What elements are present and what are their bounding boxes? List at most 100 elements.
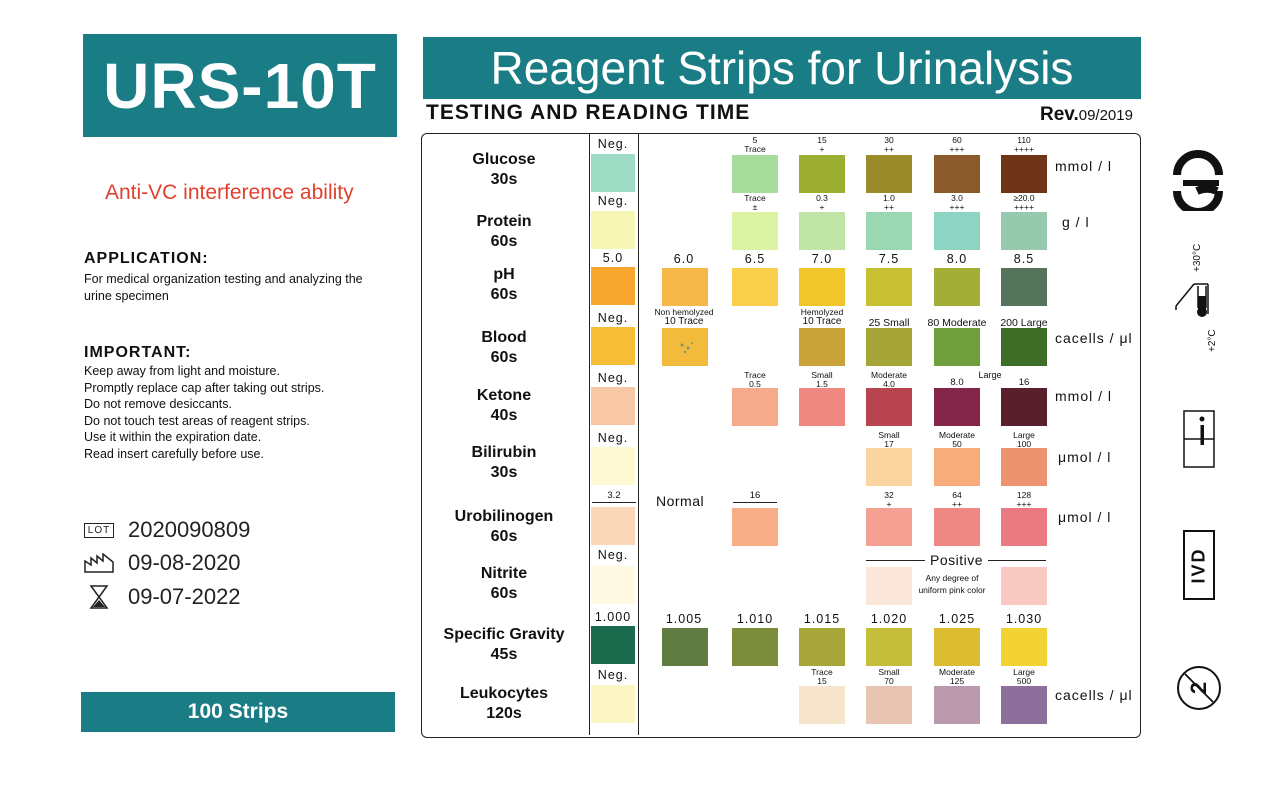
swatch-bilirubin bbox=[866, 448, 912, 486]
ph-label: 8.0 bbox=[946, 252, 968, 266]
swatch-bilirubin bbox=[1001, 448, 1047, 486]
swatch-leukocytes-neg bbox=[591, 685, 635, 723]
swatch-urobilinogen bbox=[866, 508, 912, 546]
swatch-glucose bbox=[799, 155, 845, 193]
ketone-label: 8.0 bbox=[950, 377, 964, 388]
important-line: Do not touch test areas of reagent strip… bbox=[84, 413, 310, 428]
ph-label: 5.0 bbox=[602, 251, 624, 265]
ketone-large-label: Large bbox=[978, 370, 1002, 380]
ph-label: 7.0 bbox=[811, 252, 833, 266]
row-label-ketone: Ketone 40s bbox=[476, 387, 532, 424]
lot-row: LOT 2020090809 bbox=[83, 517, 251, 543]
revision: Rev.09/2019 bbox=[1040, 104, 1133, 125]
important-heading: IMPORTANT: bbox=[84, 344, 192, 361]
sg-label: 1.010 bbox=[736, 612, 774, 626]
sg-label: 1.000 bbox=[594, 610, 632, 624]
ketone-label: Small 1.5 bbox=[811, 370, 833, 389]
swatch-nitrite-neg bbox=[591, 566, 635, 604]
leukocytes-unit: cacells / μl bbox=[1055, 687, 1133, 703]
swatch-glucose bbox=[866, 155, 912, 193]
hourglass-icon bbox=[84, 585, 114, 609]
lot-icon: LOT bbox=[83, 519, 115, 541]
glucose-label: 30 ++ bbox=[884, 135, 894, 154]
manufacture-row: 09-08-2020 bbox=[84, 550, 241, 576]
swatch-protein bbox=[1001, 212, 1047, 250]
swatch-nitrite bbox=[866, 567, 912, 605]
urobilinogen-range-low: 3.2 bbox=[592, 490, 636, 503]
swatch-ph bbox=[662, 268, 708, 306]
swatch-ph-5 bbox=[591, 267, 635, 305]
swatch-protein bbox=[732, 212, 778, 250]
ph-label: 7.5 bbox=[878, 252, 900, 266]
swatch-protein bbox=[799, 212, 845, 250]
urobilinogen-label: 64 ++ bbox=[952, 490, 962, 509]
expiry-date: 09-07-2022 bbox=[128, 584, 241, 609]
row-label-leukocytes: Leukocytes 120s bbox=[459, 685, 549, 722]
swatch-ph bbox=[1001, 268, 1047, 306]
sg-label: 1.020 bbox=[870, 612, 908, 626]
row-label-blood: Blood 60s bbox=[481, 329, 527, 366]
row-label-bilirubin: Bilirubin 30s bbox=[471, 444, 537, 481]
swatch-ketone bbox=[732, 388, 778, 426]
ph-label: 6.5 bbox=[744, 252, 766, 266]
neg-label: Neg. bbox=[597, 137, 629, 151]
swatch-sg bbox=[1001, 628, 1047, 666]
row-label-nitrite: Nitrite 60s bbox=[480, 565, 528, 602]
swatch-ketone bbox=[1001, 388, 1047, 426]
sg-label: 1.015 bbox=[803, 612, 841, 626]
swatch-bilirubin-neg bbox=[591, 447, 635, 485]
blood-unit: cacells / μl bbox=[1055, 330, 1133, 346]
swatch-ketone bbox=[799, 388, 845, 426]
swatch-nitrite bbox=[1001, 567, 1047, 605]
bilirubin-label: Small 17 bbox=[878, 430, 900, 449]
neg-label: Neg. bbox=[597, 371, 629, 385]
glucose-label: 60 +++ bbox=[949, 135, 965, 154]
swatch-blood bbox=[934, 328, 980, 366]
urobilinogen-unit: μmol / l bbox=[1058, 509, 1112, 525]
bilirubin-unit: μmol / l bbox=[1058, 449, 1112, 465]
swatch-glucose bbox=[732, 155, 778, 193]
swatch-glucose bbox=[934, 155, 980, 193]
swatch-glucose-neg bbox=[591, 154, 635, 192]
swatch-sg bbox=[732, 628, 778, 666]
leukocytes-label: Small 70 bbox=[878, 667, 900, 686]
sg-label: 1.005 bbox=[665, 612, 703, 626]
row-label-glucose: Glucose 30s bbox=[472, 151, 536, 188]
glucose-label: 5 Trace bbox=[744, 135, 766, 154]
protein-label: Trace ± bbox=[744, 193, 766, 212]
ketone-label: Trace 0.5 bbox=[744, 370, 766, 389]
swatch-leukocytes bbox=[1001, 686, 1047, 724]
protein-label: ≥20.0 ++++ bbox=[1013, 193, 1035, 212]
blood-label: 80 Moderate bbox=[927, 317, 987, 329]
lot-number: 2020090809 bbox=[128, 517, 251, 542]
swatch-blood-nonhemolyzed bbox=[662, 328, 708, 366]
neg-label: Neg. bbox=[597, 194, 629, 208]
blood-hemolyzed-label: Hemolyzed 10 Trace bbox=[800, 307, 844, 327]
temp-high-label: +30°C bbox=[1192, 243, 1203, 272]
swatch-sg bbox=[799, 628, 845, 666]
swatch-ketone bbox=[934, 388, 980, 426]
temp-low-label: +2°C bbox=[1207, 329, 1218, 352]
blood-label: 25 Small bbox=[868, 317, 910, 329]
row-label-protein: Protein 60s bbox=[476, 213, 532, 250]
row-label-urobilinogen: Urobilinogen 60s bbox=[454, 508, 554, 545]
swatch-sg bbox=[662, 628, 708, 666]
swatch-ph bbox=[866, 268, 912, 306]
swatch-bilirubin bbox=[934, 448, 980, 486]
sg-label: 1.030 bbox=[1005, 612, 1043, 626]
color-chart-panel bbox=[421, 133, 1141, 738]
product-code: URS-10T bbox=[83, 34, 397, 137]
swatch-protein bbox=[934, 212, 980, 250]
swatch-ketone bbox=[866, 388, 912, 426]
glucose-label: 110 ++++ bbox=[1014, 135, 1034, 154]
do-not-reuse-icon: 2 bbox=[1177, 666, 1221, 710]
protein-unit: g / l bbox=[1062, 214, 1090, 230]
important-line: Read insert carefully before use. bbox=[84, 446, 264, 461]
bilirubin-label: Moderate 50 bbox=[939, 430, 975, 449]
swatch-urobilinogen-neg bbox=[591, 507, 635, 545]
neg-label: Neg. bbox=[597, 431, 629, 445]
swatch-leukocytes bbox=[866, 686, 912, 724]
swatch-glucose bbox=[1001, 155, 1047, 193]
expiry-row: 09-07-2022 bbox=[84, 584, 241, 610]
swatch-blood bbox=[799, 328, 845, 366]
